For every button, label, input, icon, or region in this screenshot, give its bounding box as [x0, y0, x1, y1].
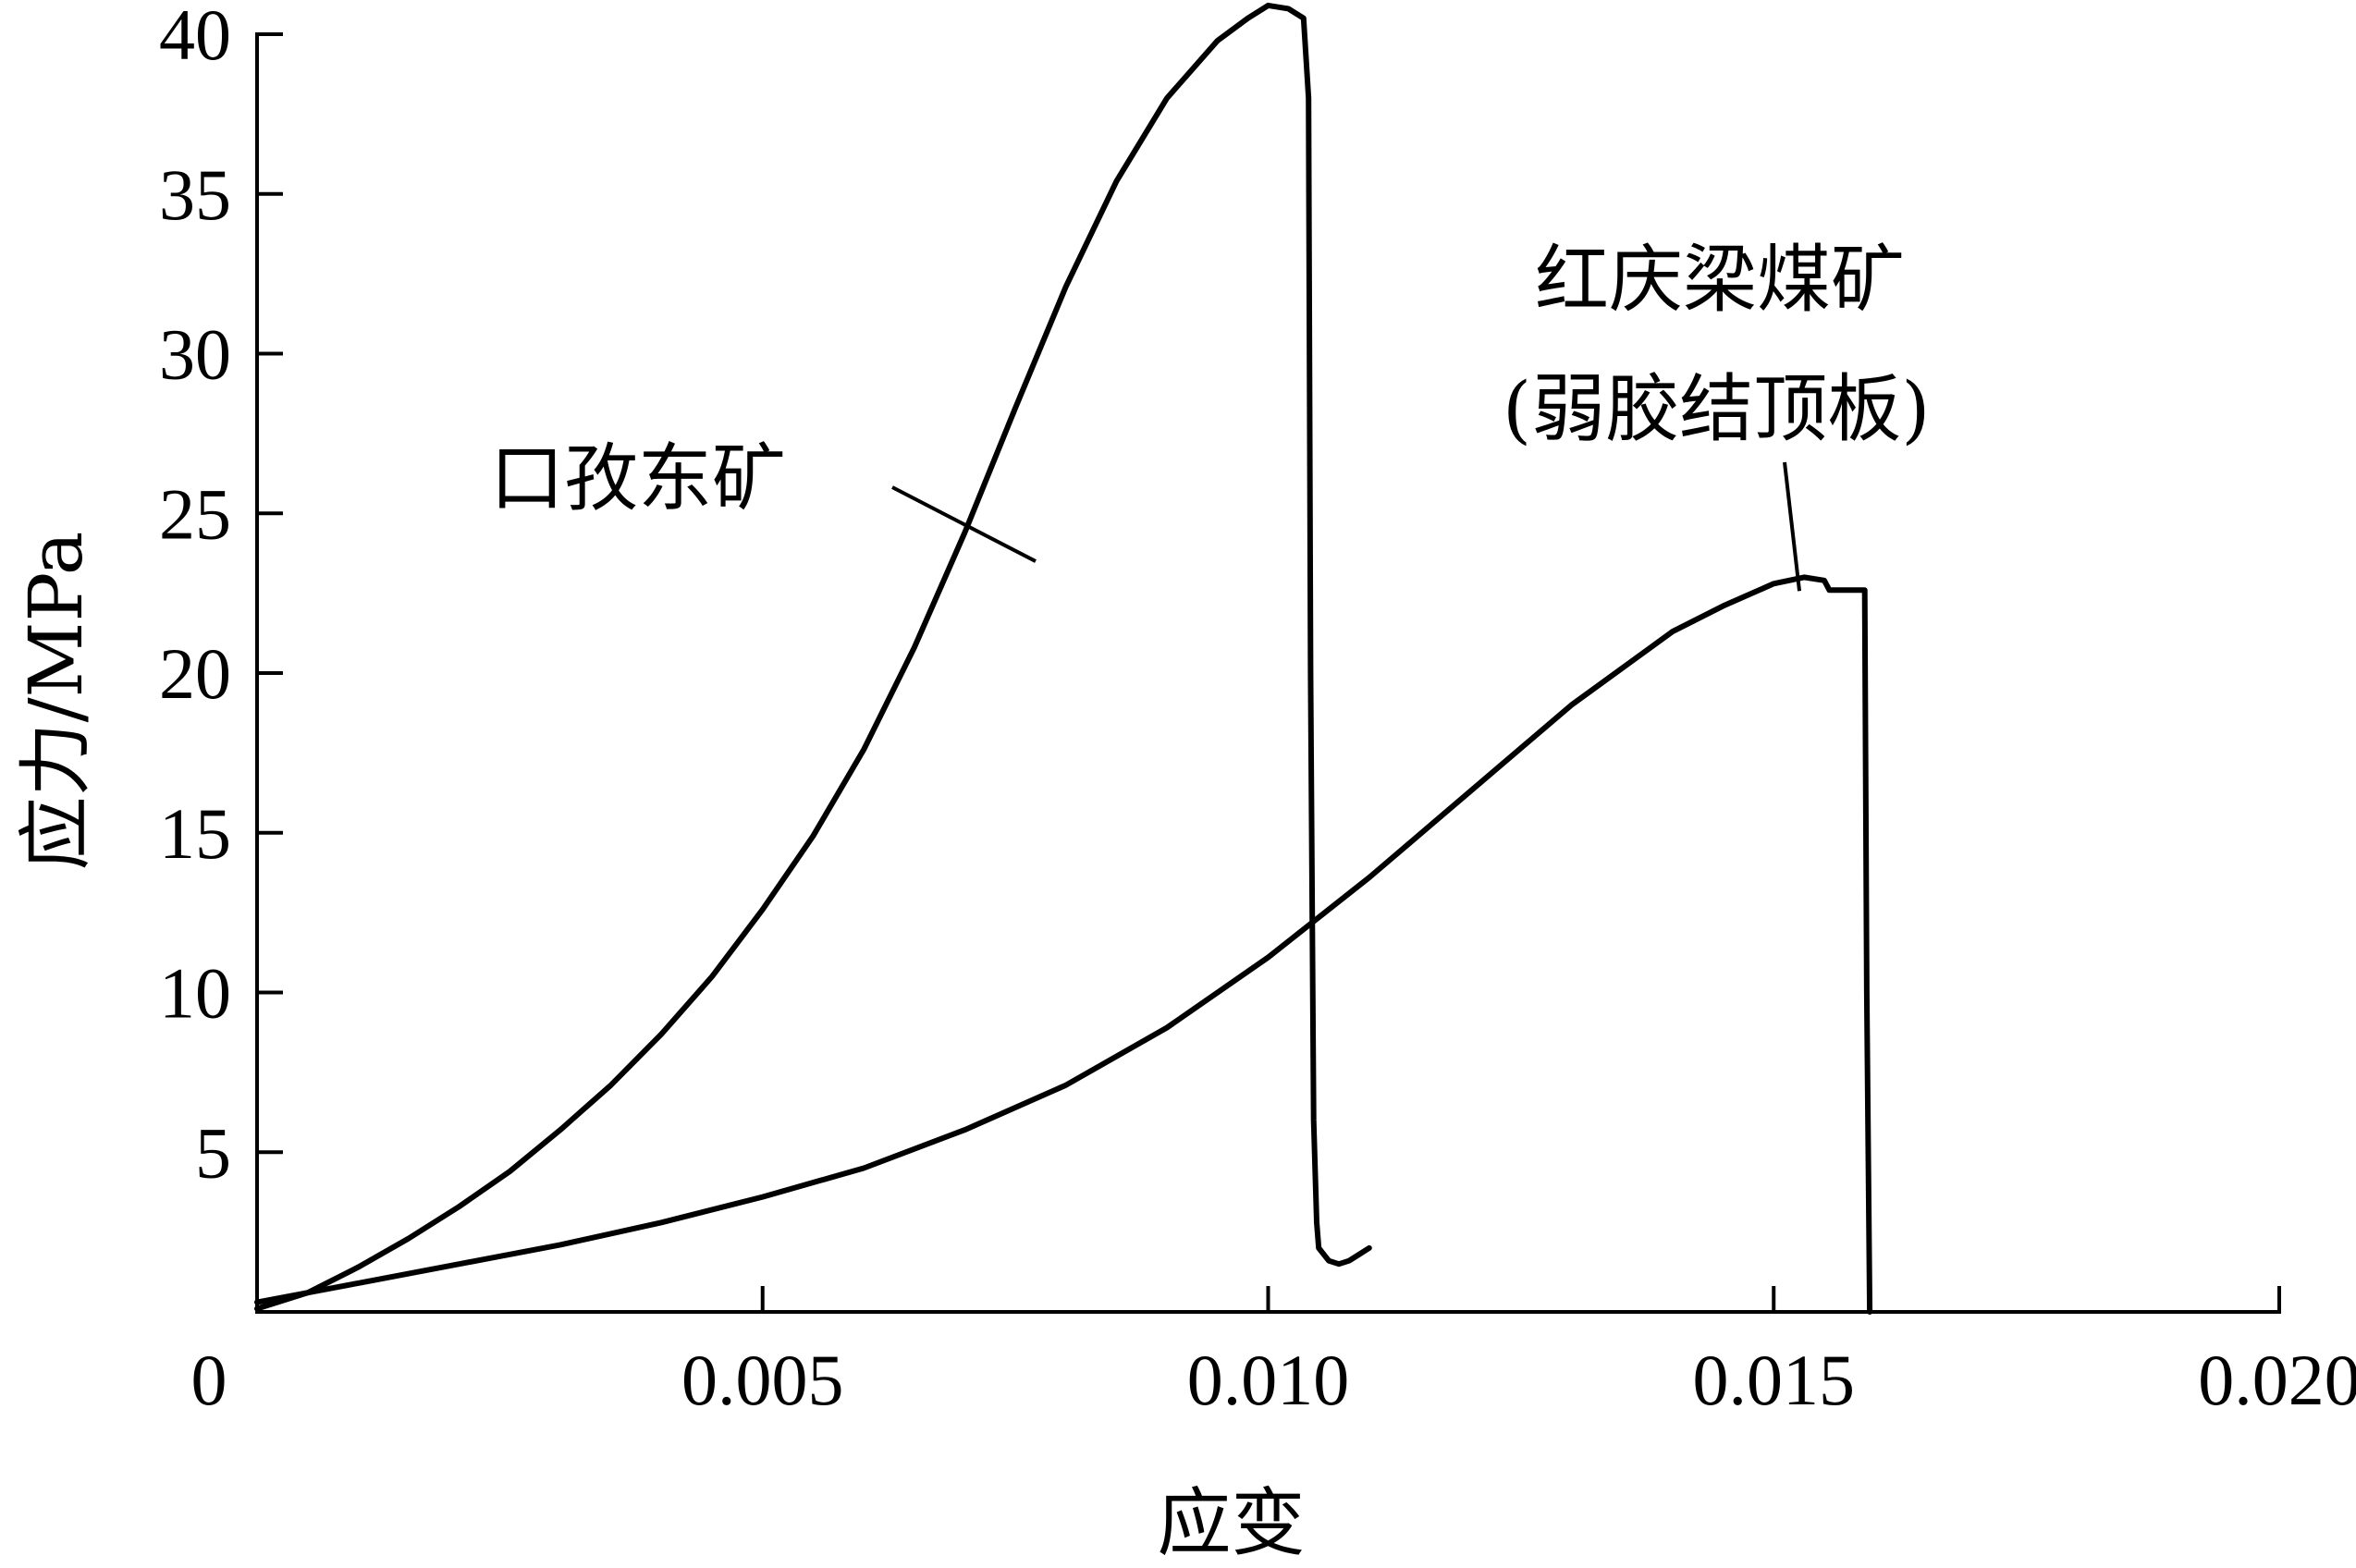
y-axis-title: 应力/MPa [13, 532, 99, 871]
axes [255, 32, 2281, 1314]
y-tick-label: 15 [159, 793, 231, 874]
annotation-hongqingliang: 红庆梁煤矿 (弱胶结顶板) [1503, 237, 1930, 592]
annotation-leader-kouzidong [891, 485, 1037, 563]
x-tick-label: 0.005 [681, 1340, 844, 1420]
annotation-label-hongqingliang-line1: 红庆梁煤矿 [1535, 237, 1905, 323]
y-tick-label: 40 [159, 0, 231, 75]
annotation-leader-hongqingliang [1783, 461, 1802, 592]
y-tick-label: 30 [159, 314, 231, 395]
annotation-label-kouzidong: 口孜东矿 [490, 435, 786, 521]
origin-label: 0 [191, 1340, 227, 1420]
x-tick-label: 0.015 [1693, 1340, 1856, 1420]
y-ticks: 5 10 15 20 25 30 35 40 [159, 0, 283, 1193]
y-tick-label: 25 [159, 473, 231, 554]
annotation-kouzidong: 口孜东矿 [490, 435, 1037, 563]
x-axis-title: 应变 [1158, 1480, 1306, 1566]
x-tick-label: 0.020 [2198, 1340, 2356, 1420]
y-tick-label: 35 [159, 154, 231, 235]
y-tick-label: 10 [159, 953, 231, 1034]
y-tick-label: 20 [159, 633, 231, 714]
y-tick-label: 5 [195, 1112, 231, 1193]
annotation-label-hongqingliang-line2: (弱胶结顶板) [1503, 366, 1930, 452]
series-line-2 [254, 574, 1873, 1315]
x-tick-label: 0.010 [1187, 1340, 1350, 1420]
series [254, 2, 1873, 1315]
series-line-1 [254, 2, 1372, 1312]
x-ticks: 0.005 0.010 0.015 0.020 [681, 1286, 2356, 1420]
